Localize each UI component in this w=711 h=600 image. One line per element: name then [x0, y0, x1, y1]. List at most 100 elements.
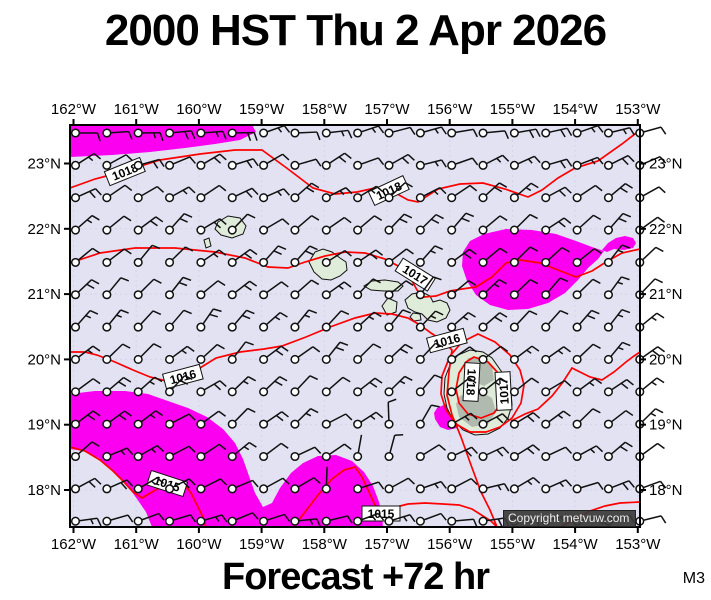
isobars — [70, 129, 640, 527]
wind-barb — [133, 376, 163, 397]
wind-barb — [133, 244, 161, 267]
wind-barb — [603, 276, 630, 300]
wind-barb — [541, 479, 573, 494]
isobar-1015-left — [70, 446, 207, 527]
wind-barb — [541, 309, 569, 332]
wind-barb — [321, 152, 352, 170]
wind-barb — [447, 128, 478, 138]
lat-label-right: 18°N — [649, 482, 683, 499]
lon-label-bottom: 155°W — [490, 536, 536, 553]
wind-barb — [572, 343, 601, 365]
wind-barb — [509, 155, 541, 170]
wind-barb — [572, 156, 604, 170]
wind-barb — [133, 512, 165, 526]
wind-barb — [353, 249, 384, 267]
wind-barb — [227, 213, 256, 235]
lon-label-bottom: 161°W — [114, 536, 160, 553]
wind-barb — [541, 379, 572, 397]
wind-barb — [384, 514, 416, 526]
wind-barb — [447, 157, 479, 170]
wind-barb — [259, 188, 290, 203]
wind-barb — [447, 212, 475, 235]
lon-label-bottom: 153°W — [615, 536, 661, 553]
wind-barb — [321, 515, 353, 526]
wind-barb — [353, 278, 381, 300]
wind-barb — [133, 343, 162, 365]
wind-barb — [227, 376, 257, 397]
wind-barb — [290, 279, 320, 300]
wind-barb — [196, 380, 227, 397]
copyright-label: Copyright metvuw.com — [503, 510, 636, 527]
lat-label-right: 20°N — [649, 351, 683, 368]
wind-barb — [133, 216, 164, 235]
wind-barb — [353, 157, 385, 170]
wind-barb — [165, 128, 196, 140]
wind-barb — [196, 184, 227, 203]
wind-barb — [353, 185, 384, 203]
wind-barb — [321, 216, 352, 235]
lat-label-left: 19°N — [27, 417, 61, 434]
wind-barb — [572, 124, 604, 138]
wind-barb — [259, 513, 291, 526]
wind-barb — [384, 182, 413, 203]
wind-barb — [447, 412, 478, 429]
wind-barb — [415, 374, 443, 397]
wind-barb — [290, 346, 321, 365]
isobar-1016-west — [70, 312, 498, 527]
lon-label-top: 160°W — [176, 101, 222, 118]
lon-label-bottom: 158°W — [302, 536, 348, 553]
wind-barb — [196, 478, 228, 494]
wind-barb — [290, 128, 321, 141]
wind-barb — [290, 215, 320, 235]
axis-ticks — [64, 119, 646, 533]
wind-barb — [353, 125, 385, 138]
wind-barb — [227, 158, 259, 170]
wind-barb — [259, 218, 290, 235]
wind-barb — [70, 247, 101, 267]
wind-barb — [196, 249, 227, 267]
wind-barb — [196, 410, 227, 429]
wind-barb — [70, 152, 102, 170]
wind-barb — [102, 128, 133, 140]
wind-barb — [70, 128, 101, 142]
wind-barb — [572, 278, 601, 300]
wind-barb — [70, 214, 100, 235]
wind-barb — [447, 311, 476, 332]
wind-barb — [384, 398, 397, 429]
wind-barb — [541, 217, 572, 235]
wind-barb — [227, 309, 255, 332]
wind-barb — [102, 514, 134, 526]
wind-barb — [353, 311, 382, 332]
wind-barb — [572, 481, 604, 494]
lat-label-right: 23°N — [649, 156, 683, 173]
wind-barb — [165, 345, 195, 365]
svg-text:1018: 1018 — [463, 368, 478, 396]
map-frame — [69, 124, 641, 528]
lat-label-right: 22°N — [649, 221, 683, 238]
wind-barb — [102, 309, 129, 332]
wind-barb — [165, 514, 197, 526]
wind-barb — [603, 441, 633, 462]
wind-barb — [259, 311, 288, 332]
wind-barb — [415, 159, 447, 170]
magenta-region-east-spur — [602, 236, 636, 252]
wind-barb — [165, 186, 196, 203]
wind-barb — [290, 158, 322, 170]
wind-barb — [415, 126, 447, 138]
wind-barb — [102, 479, 134, 494]
wind-barb — [259, 411, 289, 429]
svg-text:1017: 1017 — [496, 377, 511, 405]
wind-barb — [133, 128, 164, 142]
wind-barb — [478, 128, 510, 139]
wind-barb — [165, 413, 196, 429]
wind-barb — [478, 312, 508, 332]
wind-barb — [102, 447, 134, 462]
wind-barb — [165, 375, 193, 397]
wind-barb — [603, 182, 633, 203]
lat-label-right: 19°N — [649, 417, 683, 434]
wind-barb — [603, 212, 632, 235]
magenta-region-east-of-maui — [462, 229, 604, 310]
wind-barb — [384, 375, 413, 397]
wind-barb — [196, 218, 227, 235]
